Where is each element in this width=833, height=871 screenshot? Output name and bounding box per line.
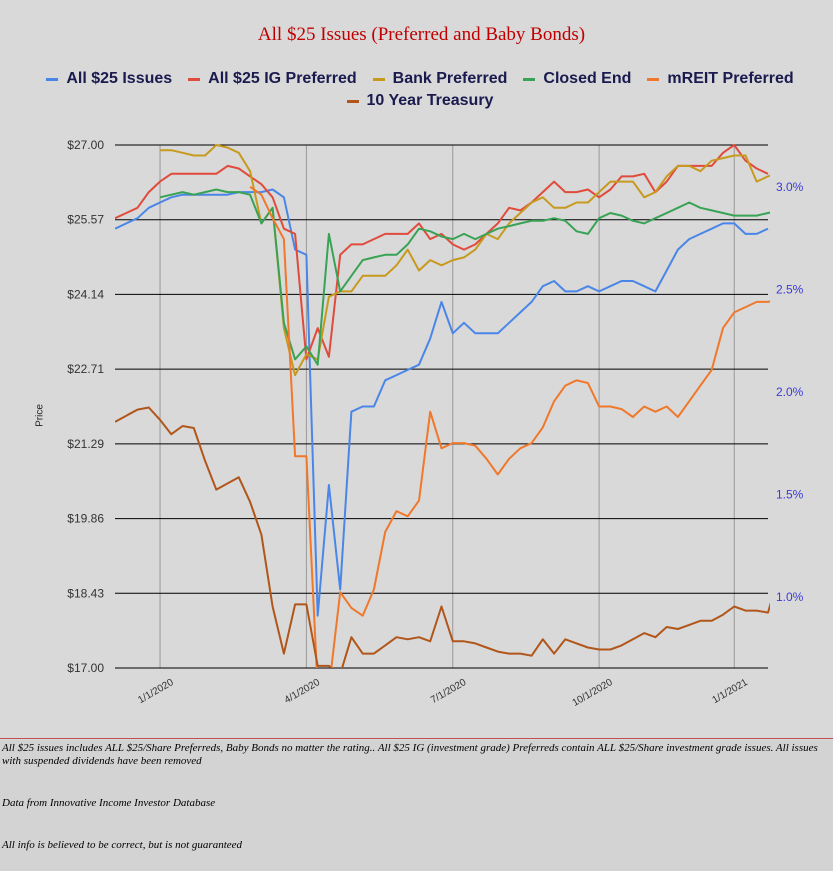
divider-line	[0, 738, 833, 739]
y2-tick-label: 1.5%	[776, 488, 804, 502]
legend-swatch	[372, 77, 385, 81]
legend-item: All $25 IG Preferred	[188, 70, 357, 88]
y-tick-label: $18.43	[67, 586, 104, 600]
legend-label: 10 Year Treasury	[366, 92, 494, 109]
y2-tick-label: 2.0%	[776, 385, 804, 399]
footnotes: All $25 issues includes ALL $25/Share Pr…	[0, 740, 833, 871]
legend-swatch	[346, 99, 359, 103]
y-axis-label: Price	[34, 404, 46, 427]
y2-tick-label: 1.0%	[776, 590, 804, 604]
y-tick-label: $25.57	[67, 213, 104, 227]
legend-item: Closed End	[523, 70, 631, 88]
legend-item: All $25 Issues	[46, 70, 172, 88]
y2-tick-label: 3.0%	[776, 180, 804, 194]
footnote-disclaimer: All info is believed to be correct, but …	[2, 839, 243, 851]
series-line-all-25-issues	[115, 188, 769, 617]
chart-title: All $25 Issues (Preferred and Baby Bonds…	[257, 24, 586, 45]
x-tick-label: 1/1/2020	[136, 677, 176, 706]
x-tick-label: 4/1/2020	[283, 677, 323, 706]
legend-label: All $25 IG Preferred	[208, 70, 357, 87]
legend-label: mREIT Preferred	[667, 70, 794, 87]
legend-label: Closed End	[543, 70, 632, 87]
x-tick-label: 10/1/2020	[571, 677, 615, 709]
footnote-data-source: Data from Innovative Income Investor Dat…	[2, 797, 216, 809]
y-tick-label: $24.14	[67, 287, 104, 301]
legend-label: Bank Preferred	[392, 70, 508, 87]
y-tick-label: $17.00	[67, 661, 104, 675]
legend-item: Bank Preferred	[372, 70, 508, 88]
line-chart: 1/1/2020 4/1/2020 7/1/2020 10/1/2020 1/1/202…	[67, 138, 804, 709]
y-tick-label: $19.86	[67, 512, 104, 526]
chart-area: 1/1/2020 4/1/2020 7/1/2020 10/1/2020 1/1/202…	[34, 24, 804, 709]
y2-tick-label: 2.5%	[776, 283, 804, 297]
y-tick-label: $22.71	[67, 362, 104, 376]
legend-swatch	[523, 77, 536, 81]
legend-label: All $25 Issues	[66, 70, 173, 87]
footnote-definitions: All $25 issues includes ALL $25/Share Pr…	[2, 742, 818, 767]
legend-item: 10 Year Treasury	[346, 92, 494, 110]
series-line-10-year-treasury	[115, 406, 770, 668]
x-tick-label: 7/1/2020	[429, 677, 469, 706]
series-line-mreit-preferred	[249, 185, 770, 668]
legend-item: mREIT Preferred	[647, 70, 794, 88]
legend-swatch	[46, 77, 59, 81]
legend-swatch	[647, 77, 660, 81]
series-line-all-25-ig-preferred	[115, 144, 769, 361]
series-line-closed-end	[159, 188, 770, 366]
y-tick-label: $21.29	[67, 437, 104, 451]
y-tick-label: $27.00	[67, 138, 104, 152]
x-tick-label: 1/1/2021	[711, 677, 751, 706]
chart-legend: All $25 Issues All $25 IG Preferred Bank P…	[40, 70, 800, 110]
legend-swatch	[188, 77, 201, 81]
